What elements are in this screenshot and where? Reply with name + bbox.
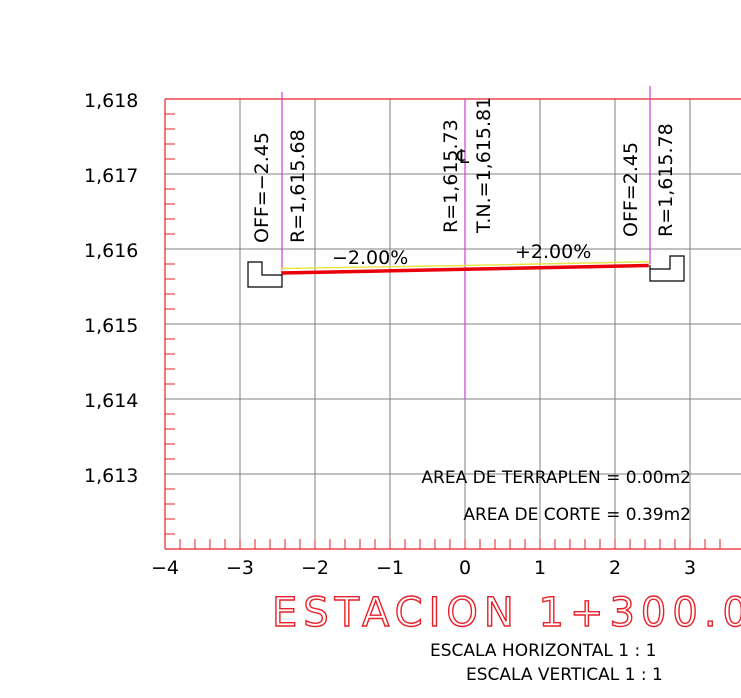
left-offset-label: OFF=−2.45 bbox=[251, 132, 273, 243]
offset-lines bbox=[281, 86, 651, 399]
left-curb bbox=[247, 261, 283, 288]
y-label: 1,615 bbox=[84, 315, 138, 337]
right-curb bbox=[649, 255, 685, 282]
right-offset-label: OFF=2.45 bbox=[620, 142, 642, 237]
x-label: 2 bbox=[609, 557, 621, 579]
left-elevation-label: R=1,615.68 bbox=[287, 129, 309, 243]
grid bbox=[165, 99, 741, 549]
x-label: 1 bbox=[534, 557, 546, 579]
terrain-elevation-label: T.N.=1,615.81 bbox=[473, 97, 495, 234]
y-label: 1,613 bbox=[84, 465, 138, 487]
vertical-scale-label: ESCALA VERTICAL 1 : 1 bbox=[466, 665, 663, 685]
x-label: −3 bbox=[226, 557, 254, 579]
x-label: −1 bbox=[376, 557, 404, 579]
y-axis-labels: 1,618 1,617 1,616 1,615 1,614 1,613 bbox=[84, 90, 138, 487]
y-label: 1,618 bbox=[84, 90, 138, 112]
x-label: 3 bbox=[684, 557, 696, 579]
x-label: −2 bbox=[301, 557, 329, 579]
center-elevation-label: R=1,615.73 bbox=[440, 119, 462, 233]
x-label: −4 bbox=[151, 557, 179, 579]
right-elevation-label: R=1,615.78 bbox=[655, 123, 677, 237]
y-label: 1,617 bbox=[84, 165, 138, 187]
y-label: 1,616 bbox=[84, 240, 138, 262]
station-title: ESTACION 1+300.00 bbox=[272, 590, 741, 636]
road-line bbox=[281, 263, 649, 275]
cut-area-label: AREA DE CORTE = 0.39m2 bbox=[463, 505, 691, 525]
y-label: 1,614 bbox=[84, 390, 138, 412]
y-axis-ticks bbox=[165, 113, 175, 535]
x-axis-labels: −4 −3 −2 −1 0 1 2 3 bbox=[151, 557, 696, 579]
horizontal-scale-label: ESCALA HORIZONTAL 1 : 1 bbox=[430, 641, 656, 661]
centerline-icon: ℄ bbox=[456, 146, 470, 168]
right-slope-label: +2.00% bbox=[515, 241, 591, 263]
fill-area-label: AREA DE TERRAPLEN = 0.00m2 bbox=[421, 468, 691, 488]
x-axis-ticks bbox=[179, 539, 721, 549]
left-slope-label: −2.00% bbox=[332, 247, 408, 269]
terrain-line bbox=[281, 261, 649, 270]
x-label: 0 bbox=[459, 557, 471, 579]
curbs bbox=[247, 255, 685, 288]
